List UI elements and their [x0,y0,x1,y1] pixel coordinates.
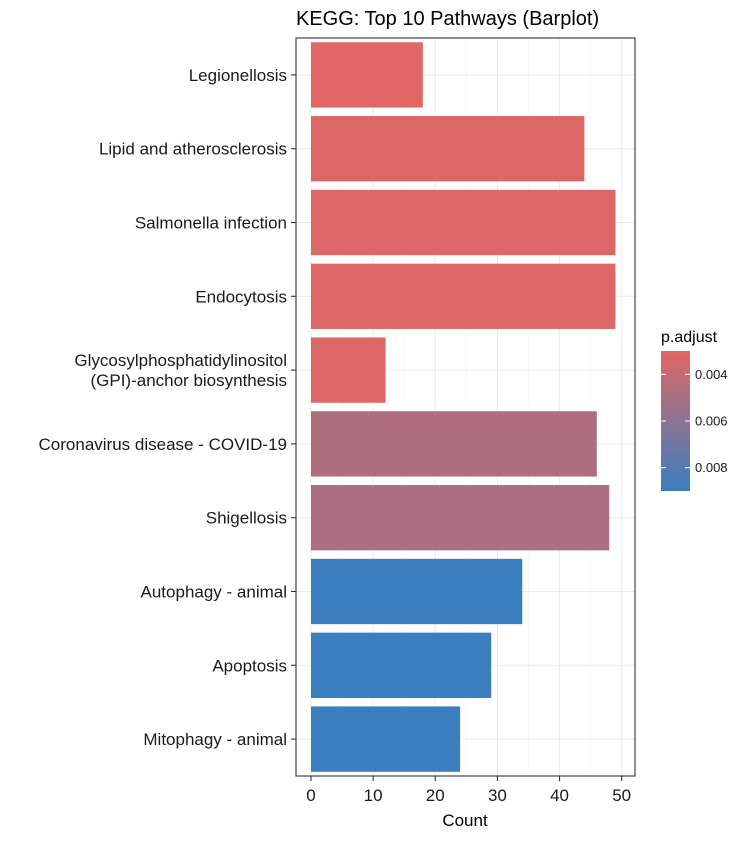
x-tick-label: 0 [306,786,315,805]
y-tick-label: Lipid and atherosclerosis [99,139,287,158]
x-axis: 0 10 20 30 40 50 [306,776,631,805]
bars [311,42,616,772]
bar [311,558,523,625]
y-tick-label: Legionellosis [189,65,287,84]
bar [311,263,616,329]
y-tick-label: Shigellosis [206,508,287,527]
y-axis: Legionellosis Lipid and atherosclerosis Sa… [39,65,296,749]
legend-ticks: 0.004 0.006 0.008 [661,367,728,475]
legend-tick-label: 0.008 [695,460,728,475]
y-tick-label: Endocytosis [195,287,287,306]
x-tick-label: 50 [612,786,631,805]
chart-title: KEGG: Top 10 Pathways (Barplot) [296,8,599,30]
legend-title: p.adjust [661,329,718,346]
y-tick-label: Apoptosis [212,656,287,675]
bar [311,632,492,698]
x-axis-title: Count [442,811,488,830]
y-tick-label: Autophagy - animal [141,582,287,601]
bar [311,411,597,477]
legend-tick-label: 0.004 [695,367,728,382]
x-tick-label: 30 [488,786,507,805]
y-tick-label: Coronavirus disease - COVID-19 [39,434,287,453]
y-tick-label: Mitophagy - animal [143,730,287,749]
legend-tick-label: 0.006 [695,414,728,429]
plot-panel-border [295,37,636,777]
legend: p.adjust 0.004 0.006 0.008 [661,329,728,491]
x-tick-label: 20 [426,786,445,805]
bar [311,337,386,403]
bar [311,189,616,256]
bar [311,42,423,108]
bar [311,485,610,551]
bar [311,706,461,772]
y-tick-label: Glycosylphosphatidylinositol (GPI)-anchor… [74,351,287,390]
y-tick-label: Salmonella infection [135,213,287,232]
bar [311,116,585,182]
x-tick-label: 40 [550,786,569,805]
x-tick-label: 10 [364,786,383,805]
